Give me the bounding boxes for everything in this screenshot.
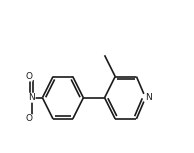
Text: O: O <box>25 72 32 81</box>
Text: O: O <box>25 114 32 123</box>
Text: N: N <box>29 93 35 102</box>
Text: N: N <box>145 93 152 102</box>
